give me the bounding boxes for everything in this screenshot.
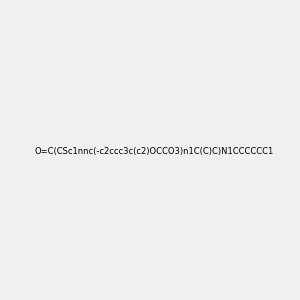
- Text: O=C(CSc1nnc(-c2ccc3c(c2)OCCO3)n1C(C)C)N1CCCCCC1: O=C(CSc1nnc(-c2ccc3c(c2)OCCO3)n1C(C)C)N1…: [34, 147, 273, 156]
